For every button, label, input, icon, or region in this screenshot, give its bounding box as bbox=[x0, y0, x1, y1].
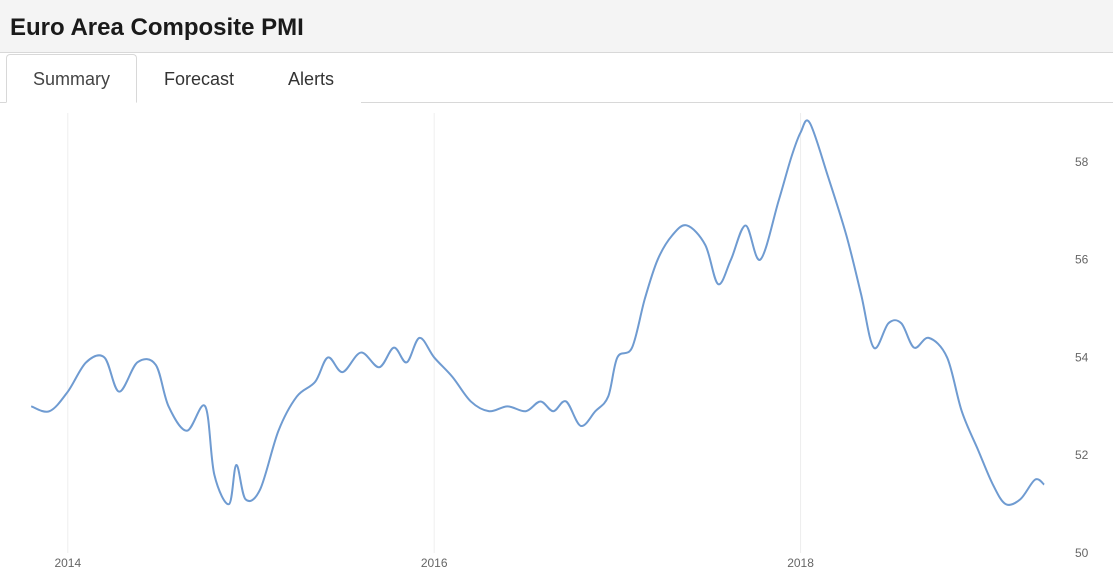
chart-area: 50 52 54 56 58 2014 2016 2018 bbox=[0, 103, 1113, 573]
y-tick-label: 54 bbox=[1075, 350, 1089, 364]
y-tick-label: 58 bbox=[1075, 155, 1089, 169]
page-header: Euro Area Composite PMI bbox=[0, 0, 1113, 53]
x-tick-label: 2014 bbox=[54, 556, 81, 570]
line-chart: 50 52 54 56 58 2014 2016 2018 bbox=[0, 103, 1113, 573]
tab-alerts[interactable]: Alerts bbox=[261, 54, 361, 103]
y-tick-label: 56 bbox=[1075, 253, 1089, 267]
y-tick-label: 50 bbox=[1075, 546, 1089, 560]
tab-forecast[interactable]: Forecast bbox=[137, 54, 261, 103]
page-title: Euro Area Composite PMI bbox=[10, 14, 1103, 42]
series-line bbox=[31, 120, 1044, 505]
x-tick-label: 2016 bbox=[421, 556, 448, 570]
tab-bar: Summary Forecast Alerts bbox=[0, 53, 1113, 103]
y-tick-label: 52 bbox=[1075, 448, 1089, 462]
x-tick-label: 2018 bbox=[787, 556, 814, 570]
tab-summary[interactable]: Summary bbox=[6, 54, 137, 103]
